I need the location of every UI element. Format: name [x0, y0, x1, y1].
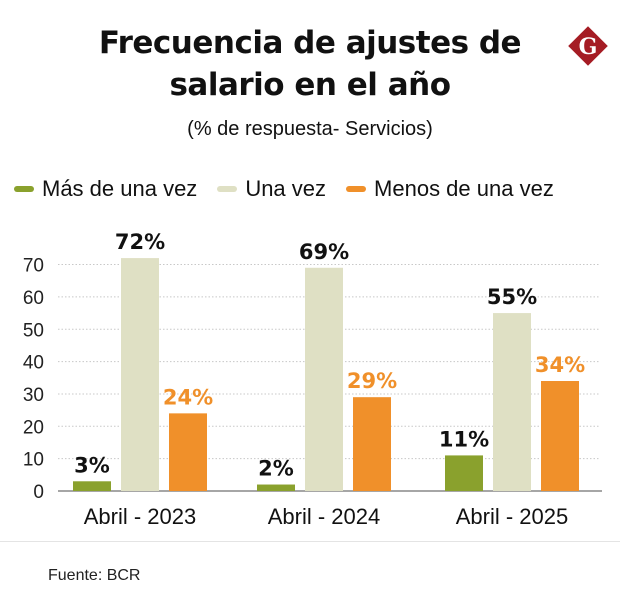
bar-menos-de-una-vez	[353, 397, 391, 491]
chart-legend: Más de una vez Una vez Menos de una vez	[14, 176, 614, 202]
legend-label: Más de una vez	[42, 176, 198, 201]
title-line-2: salario en el año	[169, 67, 451, 103]
bar-menos-de-una-vez	[541, 381, 579, 491]
y-tick-label: 70	[23, 256, 44, 277]
y-tick-label: 40	[23, 353, 44, 374]
logo-icon: G	[568, 26, 608, 66]
chart-subtitle: (% de respuesta- Servicios)	[187, 118, 433, 140]
y-tick-label: 60	[23, 288, 44, 309]
x-tick-label: Abril - 2024	[268, 504, 381, 529]
logo-letter: G	[579, 34, 598, 60]
legend-label: Menos de una vez	[374, 176, 554, 201]
legend-swatch	[346, 186, 367, 192]
legend-item: Una vez	[217, 176, 326, 202]
bar-menos-de-una-vez	[169, 413, 207, 491]
chart-title: Frecuencia de ajustes de salario en el a…	[0, 22, 620, 106]
x-tick-label: Abril - 2023	[84, 504, 197, 529]
y-tick-label: 0	[33, 482, 44, 503]
data-label: 11%	[439, 427, 489, 451]
bar-m-s-de-una-vez	[73, 481, 111, 491]
bar-m-s-de-una-vez	[257, 484, 295, 491]
bar-chart: 0 10 20 30 40 50 60 70 3% 72% 24% Abril - 2023 2% 69%…	[23, 230, 602, 529]
data-label: 69%	[299, 240, 349, 264]
bar-una-vez	[493, 313, 531, 491]
data-label: 55%	[487, 285, 537, 309]
source-note: Fuente: BCR	[48, 567, 141, 584]
y-tick-label: 10	[23, 450, 44, 471]
data-label: 34%	[535, 353, 585, 377]
y-tick-label: 20	[23, 417, 44, 438]
logo-diamond	[568, 26, 608, 66]
data-label: 2%	[258, 457, 294, 481]
data-label: 24%	[163, 385, 213, 409]
data-label: 72%	[115, 230, 165, 254]
legend-label: Una vez	[245, 176, 327, 201]
bar-una-vez	[305, 267, 343, 491]
footer-divider	[0, 541, 620, 542]
legend-item: Menos de una vez	[346, 176, 554, 202]
bar-m-s-de-una-vez	[445, 455, 483, 491]
legend-swatch	[14, 186, 34, 192]
legend-swatch	[217, 186, 238, 192]
x-tick-label: Abril - 2025	[456, 504, 569, 529]
legend-item: Más de una vez	[14, 176, 197, 202]
y-tick-label: 50	[23, 320, 44, 341]
y-tick-label: 30	[23, 385, 44, 406]
data-label: 29%	[347, 369, 397, 393]
bar-una-vez	[121, 258, 159, 491]
title-line-1: Frecuencia de ajustes de	[98, 25, 522, 61]
data-label: 3%	[74, 453, 110, 477]
